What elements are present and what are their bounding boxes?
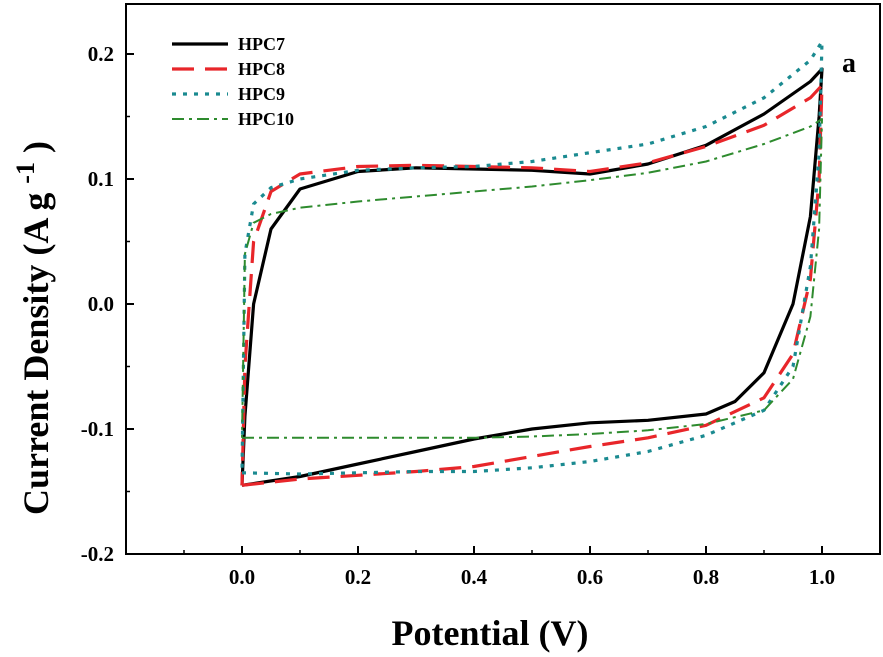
plot-frame <box>125 3 881 555</box>
legend-label-hpc10: HPC10 <box>238 109 294 129</box>
y-tick-label: -0.1 <box>81 417 114 441</box>
x-axis-label: Potential (V) <box>392 613 589 653</box>
y-axis-label-main: Current Density (A g <box>16 193 56 515</box>
y-axis-label: Current Density (A g -1 ) <box>2 141 56 515</box>
y-tick-label: 0.1 <box>88 167 114 191</box>
series-hpc8 <box>240 83 824 487</box>
series-hpc10 <box>241 118 823 439</box>
x-tick-label: 0.2 <box>345 565 371 589</box>
x-tick-label: 0.8 <box>693 565 719 589</box>
y-axis-label-superscript: -1 <box>11 162 40 184</box>
legend: HPC7 HPC8 HPC9 HPC10 <box>172 34 294 129</box>
y-tick-label: 0.2 <box>88 42 114 66</box>
legend-label-hpc8: HPC8 <box>238 59 285 79</box>
x-tick-label: 0.6 <box>577 565 603 589</box>
legend-label-hpc7: HPC7 <box>238 34 285 54</box>
y-tick-label: -0.2 <box>81 542 114 566</box>
x-tick-label: 1.0 <box>809 565 835 589</box>
y-tick-label: 0.0 <box>88 292 114 316</box>
panel-label: a <box>842 48 856 79</box>
legend-label-hpc9: HPC9 <box>238 84 285 104</box>
ticks-layer: 0.0 0.2 0.4 0.6 0.8 1.0 -0.2 -0.1 0.0 0.1 0.2 <box>81 42 881 589</box>
y-axis-label-end: ) <box>16 141 56 153</box>
x-tick-label: 0.4 <box>461 565 488 589</box>
series-layer <box>240 39 824 487</box>
x-tick-label: 0.0 <box>229 565 255 589</box>
